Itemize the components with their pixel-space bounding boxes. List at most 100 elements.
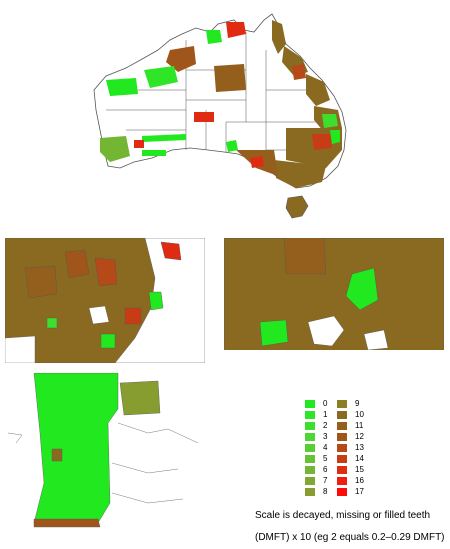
legend-swatch [337,465,347,474]
region-qld-red-north [292,64,306,80]
legend-swatch [337,454,347,463]
perth-inset-svg [8,373,203,528]
melbourne-region-brown-b [283,238,327,275]
legend-label: 16 [355,476,364,485]
legend-swatch [337,432,347,441]
caption-line-1: Scale is decayed, missing or filled teet… [255,510,431,521]
region-kimberley [166,46,196,72]
legend-label: 10 [355,410,364,419]
legend-label: 13 [355,443,364,452]
perth-region-brown-s [33,518,101,528]
melbourne-region-green-west [259,319,289,347]
sydney-region-green-c [46,317,58,329]
sydney-inset-map [5,238,205,363]
region-nt-top [226,22,246,38]
perth-region-green [33,373,119,524]
legend-label: 15 [355,465,364,474]
melbourne-region-white-sea [224,350,444,363]
sydney-region-a [24,265,58,299]
legend-item: 17 [337,486,364,497]
sydney-region-green-coast [148,291,164,311]
legend-swatch [337,421,347,430]
melbourne-inset-map [224,238,444,363]
melbourne-region-green-north [345,267,379,311]
legend-swatch [305,421,315,430]
legend-label: 8 [323,487,328,496]
region-pilbara [106,78,138,96]
legend-label: 7 [323,476,328,485]
legend-item: 2 [305,420,327,431]
legend-label: 12 [355,432,364,441]
legend-swatch [305,432,315,441]
region-wa-green-bar [142,134,186,142]
legend-swatch [305,465,315,474]
legend-label: 2 [323,421,328,430]
legend-item: 3 [305,431,327,442]
region-sa-green [226,140,238,152]
melbourne-inset-svg [224,238,444,363]
sydney-region-white-b [5,335,36,363]
legend-item: 13 [337,442,364,453]
legend-swatch [337,410,347,419]
legend-swatch [305,399,315,408]
port-phillip-bay [307,315,345,347]
legend-label: 17 [355,487,364,496]
legend-column-left: 0 1 2 3 4 5 6 7 8 [305,398,327,497]
sydney-inset-svg [5,238,205,363]
legend-label: 5 [323,454,328,463]
legend-label: 14 [355,454,364,463]
legend-swatch [337,443,347,452]
legend-swatch [337,487,347,496]
legend-column-right: 9 10 11 12 13 14 15 16 17 [337,398,364,497]
australia-map-svg [93,13,347,219]
sydney-region-red-top [160,241,182,261]
legend-item: 10 [337,409,364,420]
region-cape-york [272,20,286,54]
region-nsw-green [330,130,340,144]
legend-label: 4 [323,443,328,452]
sydney-region-green-b [100,333,116,349]
legend-item: 8 [305,486,327,497]
region-sa-red [250,156,264,168]
caption-line-2: (DMFT) x 10 (eg 2 equals 0.2–0.29 DMFT) [255,532,445,543]
region-wa-red [134,140,144,148]
legend-label: 9 [355,399,360,408]
legend-swatch [337,399,347,408]
legend-item: 9 [337,398,364,409]
legend-swatch [305,443,315,452]
legend-item: 1 [305,409,327,420]
legend-item: 7 [305,475,327,486]
perth-inset-map [8,373,203,528]
legend-swatch [305,454,315,463]
legend-label: 11 [355,421,364,430]
legend-label: 1 [323,410,328,419]
region-qld-central [306,74,330,106]
legend-label: 3 [323,432,328,441]
legend-item: 0 [305,398,327,409]
legend-item: 6 [305,464,327,475]
australia-map [86,10,356,225]
sydney-region-red-c [124,307,142,325]
perth-boundaries [8,422,199,504]
legend-item: 14 [337,453,364,464]
legend-swatch [305,410,315,419]
legend-item: 11 [337,420,364,431]
legend-item: 15 [337,464,364,475]
legend-label: 0 [323,399,328,408]
sydney-region-c [94,257,118,287]
sydney-region-b [64,249,90,279]
region-wa-sw [100,136,130,162]
legend-swatch [305,476,315,485]
melbourne-region-white-east [363,329,389,351]
legend-swatch [337,476,347,485]
legend-label: 6 [323,465,328,474]
sydney-region-white-a [88,305,110,325]
region-nt-red [194,112,214,122]
region-nsw-red [312,134,332,150]
region-nt-north [206,30,222,44]
tasmania [285,195,309,219]
region-wa-green-bar2 [142,150,166,156]
legend-item: 16 [337,475,364,486]
legend-item: 12 [337,431,364,442]
